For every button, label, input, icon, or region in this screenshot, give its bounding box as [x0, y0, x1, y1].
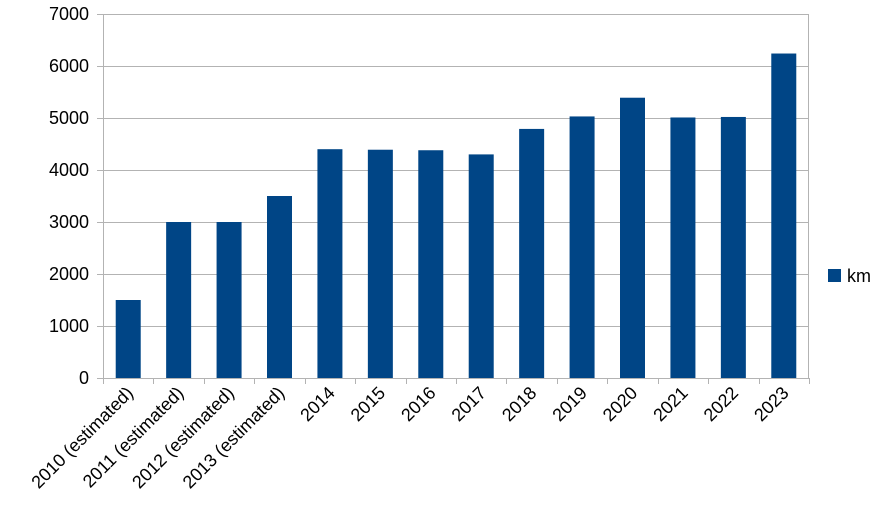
bar: [418, 150, 444, 378]
y-tick-label: 4000: [49, 160, 89, 180]
legend-swatch: [828, 269, 841, 282]
x-tick-label: 2018: [498, 383, 540, 425]
bar: [317, 149, 343, 378]
y-tick-label: 2000: [49, 264, 89, 284]
y-tick-label: 5000: [49, 108, 89, 128]
bar: [519, 128, 545, 378]
x-tick-label: 2015: [347, 383, 389, 425]
bar: [670, 117, 696, 378]
axes: [103, 14, 810, 384]
x-tick-label: 2020: [599, 383, 641, 425]
legend-label: km: [847, 266, 871, 286]
bar: [569, 116, 595, 378]
y-tick-label: 7000: [49, 4, 89, 24]
bar: [620, 97, 645, 378]
bars: [115, 53, 797, 379]
y-tick-label: 6000: [49, 56, 89, 76]
y-tick-label: 0: [79, 368, 89, 388]
bar: [720, 116, 746, 379]
bar: [367, 149, 393, 378]
y-tick-label: 3000: [49, 212, 89, 232]
legend: km: [828, 266, 871, 286]
x-tick-label: 2023: [750, 383, 792, 425]
x-tick-label: 2016: [397, 383, 439, 425]
gridlines: [97, 14, 809, 379]
bar: [468, 154, 494, 378]
y-tick-labels: 0 1000 2000 3000 4000 5000 6000 7000: [49, 4, 89, 388]
bar: [216, 222, 242, 378]
x-tick-label: 2017: [448, 383, 490, 425]
x-tick-label: 2014: [296, 383, 338, 425]
x-tick-label: 2019: [548, 383, 590, 425]
bar: [771, 53, 797, 379]
x-tick-labels: 2010 (estimated)2011 (estimated)2012 (es…: [27, 383, 792, 493]
bar: [115, 300, 141, 378]
bar: [166, 222, 192, 378]
x-tick-label: 2021: [649, 383, 691, 425]
x-tick-label: 2022: [700, 383, 742, 425]
bar: [267, 196, 292, 378]
y-tick-label: 1000: [49, 316, 89, 336]
